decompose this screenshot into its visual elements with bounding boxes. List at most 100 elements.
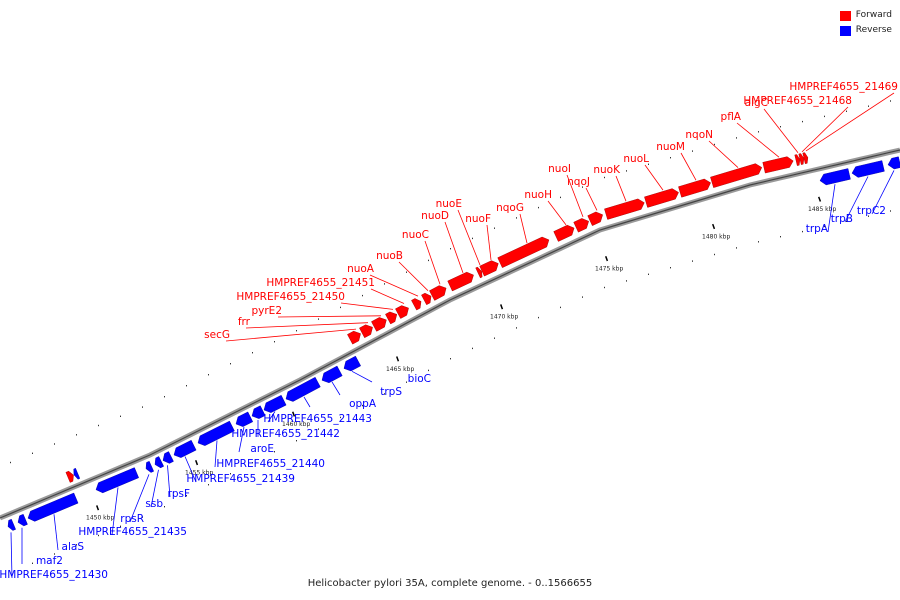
axis-dot — [318, 318, 319, 320]
axis-dot — [362, 294, 363, 297]
leader-fwd-15 — [615, 175, 627, 202]
reverse-swatch — [839, 25, 851, 36]
leader-fwd-5 — [369, 274, 419, 297]
gene-fwd-4 — [395, 305, 409, 319]
leader-fwd-20 — [763, 108, 799, 154]
axis-dot — [604, 286, 605, 289]
axis-dot — [450, 358, 451, 360]
label-bioC: bioC — [408, 373, 431, 385]
label-HMPREF4655_21468: HMPREF4655_21468 — [743, 95, 852, 107]
kbp-tick-label: 1480 kbp — [702, 233, 730, 240]
axis-dot — [384, 283, 385, 285]
axis-dot — [54, 443, 55, 445]
label-HMPREF4655_21451: HMPREF4655_21451 — [266, 277, 375, 289]
label-oppA: oppA — [349, 398, 377, 410]
axis-dot — [252, 462, 253, 464]
axis-dot — [692, 150, 693, 152]
leader-fwd-1 — [245, 322, 369, 329]
label-nuoL: nuoL — [623, 153, 649, 165]
label-aroE: aroE — [250, 443, 274, 455]
kbp-tick-label: 1455 kbp — [185, 470, 213, 477]
leader-fwd-9 — [457, 209, 481, 266]
axis-dot — [538, 316, 539, 319]
legend: Forward Reverse — [839, 8, 892, 38]
leader-fwd-6 — [398, 261, 429, 291]
gene-fwd-3 — [385, 311, 398, 325]
axis-dot — [714, 253, 715, 256]
axis-dot — [164, 506, 165, 508]
axis-dot — [758, 241, 759, 243]
kbp-tick-mark — [396, 356, 400, 362]
label-nuoC: nuoC — [402, 229, 429, 241]
kbp-tick-mark — [605, 255, 609, 262]
gene-rev-6 — [162, 451, 174, 464]
axis-dot — [142, 406, 143, 408]
axis-dot — [670, 157, 671, 159]
kbp-tick-label: 1485 kbp — [808, 206, 836, 213]
gene-fwd-14 — [587, 211, 603, 226]
kbp-tick-label: 1450 kbp — [86, 515, 114, 522]
axis-dot — [406, 381, 407, 383]
axis-dot — [296, 440, 297, 442]
leader-fwd-4 — [370, 288, 405, 304]
leader-rev-2 — [53, 514, 59, 551]
axis-dot — [54, 553, 55, 555]
label-rpsF: rpsF — [168, 488, 191, 500]
label-HMPREF4655_21430: HMPREF4655_21430 — [0, 569, 108, 581]
leader-fwd-21 — [801, 106, 849, 153]
legend-reverse-label: Reverse — [855, 25, 892, 35]
gene-fwd-16 — [644, 188, 679, 208]
kbp-tick-mark — [292, 411, 296, 417]
gene-rev-9 — [235, 411, 254, 427]
label-nuoH: nuoH — [524, 189, 552, 201]
axis-dot — [560, 306, 561, 309]
genome-axis — [0, 147, 900, 521]
gene-fwd-7 — [429, 285, 447, 301]
label-nuoM: nuoM — [656, 141, 685, 153]
kbp-tick-label: 1460 kbp — [282, 421, 310, 428]
axis-dots — [10, 100, 891, 564]
leader-fwd-13 — [566, 174, 584, 218]
gene-fwd-13 — [573, 218, 589, 233]
label-nqoN: nqoN — [685, 129, 713, 141]
gene-rev-17 — [887, 156, 900, 170]
label-pflA: pflA — [721, 111, 742, 123]
label-secG: secG — [204, 329, 230, 341]
label-HMPREF4655_21440: HMPREF4655_21440 — [216, 458, 325, 470]
kbp-tick-label: 1475 kbp — [595, 266, 623, 273]
label-HMPREF4655_21442: HMPREF4655_21442 — [231, 428, 340, 440]
axis-dot — [76, 544, 77, 546]
gene-rev-16 — [851, 160, 885, 178]
gene-fwd-20 — [794, 154, 801, 166]
legend-forward-label: Forward — [855, 10, 892, 20]
leader-rev-12 — [303, 396, 311, 408]
axis-dot — [32, 452, 33, 454]
leader-fwd-10 — [486, 224, 492, 260]
axis-dot — [626, 170, 627, 172]
gene-rev-5 — [154, 456, 164, 469]
leader-fwd-12 — [547, 200, 567, 226]
leader-rev-4 — [129, 474, 150, 523]
axis-dot — [384, 393, 385, 395]
gene-fwd-8 — [447, 271, 474, 292]
label-trpS: trpS — [380, 386, 402, 398]
leader-rev-0 — [10, 532, 13, 579]
axis-dot — [406, 271, 407, 273]
gene-rev-8 — [197, 420, 235, 446]
label-nqoG: nqoG — [496, 202, 524, 214]
gene-fwd-0 — [347, 330, 361, 345]
leader-rev-8 — [214, 440, 218, 468]
kbp-tick-mark — [195, 459, 199, 466]
label-nuoB: nuoB — [376, 250, 403, 262]
axis-dot — [472, 237, 473, 240]
axis-dot — [274, 341, 275, 343]
gene-rev-1 — [17, 513, 28, 527]
leader-fwd-7 — [424, 240, 441, 285]
gene-fwd-11 — [497, 236, 550, 268]
axis-dot — [670, 267, 671, 269]
axis-dot — [186, 495, 187, 497]
kbp-tick-mark — [96, 505, 100, 511]
gene-rev-15 — [819, 168, 851, 186]
label-HMPREF4655_21435: HMPREF4655_21435 — [78, 526, 187, 538]
gene-fwd-6 — [421, 292, 432, 306]
